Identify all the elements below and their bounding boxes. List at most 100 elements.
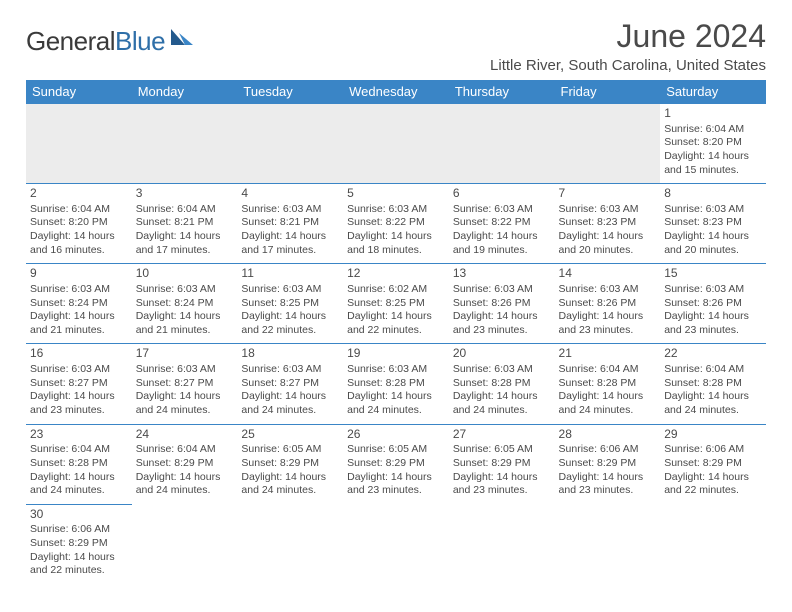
day-cell: 19Sunrise: 6:03 AMSunset: 8:28 PMDayligh… xyxy=(343,344,449,424)
day-number: 1 xyxy=(664,106,762,122)
sun-info: Sunrise: 6:03 AMSunset: 8:23 PMDaylight:… xyxy=(559,203,657,258)
calendar-body: 1Sunrise: 6:04 AMSunset: 8:20 PMDaylight… xyxy=(26,104,766,584)
sun-info: Sunrise: 6:03 AMSunset: 8:25 PMDaylight:… xyxy=(241,283,339,338)
sun-info: Sunrise: 6:06 AMSunset: 8:29 PMDaylight:… xyxy=(664,443,762,498)
day-cell: 7Sunrise: 6:03 AMSunset: 8:23 PMDaylight… xyxy=(555,184,661,264)
sun-info: Sunrise: 6:03 AMSunset: 8:26 PMDaylight:… xyxy=(559,283,657,338)
day-cell: 15Sunrise: 6:03 AMSunset: 8:26 PMDayligh… xyxy=(660,264,766,344)
logo-sail-icon xyxy=(169,27,195,47)
day-number: 2 xyxy=(30,186,128,202)
empty-cell xyxy=(237,504,343,584)
sun-info: Sunrise: 6:03 AMSunset: 8:26 PMDaylight:… xyxy=(664,283,762,338)
location: Little River, South Carolina, United Sta… xyxy=(490,57,766,74)
sun-info: Sunrise: 6:03 AMSunset: 8:28 PMDaylight:… xyxy=(453,363,551,418)
day-number: 4 xyxy=(241,186,339,202)
day-cell: 11Sunrise: 6:03 AMSunset: 8:25 PMDayligh… xyxy=(237,264,343,344)
sun-info: Sunrise: 6:04 AMSunset: 8:28 PMDaylight:… xyxy=(559,363,657,418)
weekday-header: Wednesday xyxy=(343,80,449,104)
sun-info: Sunrise: 6:03 AMSunset: 8:24 PMDaylight:… xyxy=(136,283,234,338)
day-number: 15 xyxy=(664,266,762,282)
day-cell: 25Sunrise: 6:05 AMSunset: 8:29 PMDayligh… xyxy=(237,424,343,504)
sun-info: Sunrise: 6:03 AMSunset: 8:24 PMDaylight:… xyxy=(30,283,128,338)
sun-info: Sunrise: 6:03 AMSunset: 8:28 PMDaylight:… xyxy=(347,363,445,418)
sun-info: Sunrise: 6:04 AMSunset: 8:20 PMDaylight:… xyxy=(30,203,128,258)
day-cell: 12Sunrise: 6:02 AMSunset: 8:25 PMDayligh… xyxy=(343,264,449,344)
sun-info: Sunrise: 6:03 AMSunset: 8:26 PMDaylight:… xyxy=(453,283,551,338)
calendar-row: 16Sunrise: 6:03 AMSunset: 8:27 PMDayligh… xyxy=(26,344,766,424)
day-number: 7 xyxy=(559,186,657,202)
sun-info: Sunrise: 6:05 AMSunset: 8:29 PMDaylight:… xyxy=(453,443,551,498)
day-number: 19 xyxy=(347,346,445,362)
blank-cell xyxy=(237,104,343,184)
calendar-row: 30Sunrise: 6:06 AMSunset: 8:29 PMDayligh… xyxy=(26,504,766,584)
day-cell: 13Sunrise: 6:03 AMSunset: 8:26 PMDayligh… xyxy=(449,264,555,344)
day-number: 18 xyxy=(241,346,339,362)
sun-info: Sunrise: 6:02 AMSunset: 8:25 PMDaylight:… xyxy=(347,283,445,338)
calendar-header-row: SundayMondayTuesdayWednesdayThursdayFrid… xyxy=(26,80,766,104)
day-number: 13 xyxy=(453,266,551,282)
sun-info: Sunrise: 6:06 AMSunset: 8:29 PMDaylight:… xyxy=(559,443,657,498)
day-cell: 22Sunrise: 6:04 AMSunset: 8:28 PMDayligh… xyxy=(660,344,766,424)
day-cell: 27Sunrise: 6:05 AMSunset: 8:29 PMDayligh… xyxy=(449,424,555,504)
day-cell: 14Sunrise: 6:03 AMSunset: 8:26 PMDayligh… xyxy=(555,264,661,344)
day-number: 27 xyxy=(453,427,551,443)
day-number: 23 xyxy=(30,427,128,443)
day-number: 8 xyxy=(664,186,762,202)
day-number: 11 xyxy=(241,266,339,282)
day-cell: 28Sunrise: 6:06 AMSunset: 8:29 PMDayligh… xyxy=(555,424,661,504)
blank-cell xyxy=(132,104,238,184)
sun-info: Sunrise: 6:04 AMSunset: 8:21 PMDaylight:… xyxy=(136,203,234,258)
day-cell: 23Sunrise: 6:04 AMSunset: 8:28 PMDayligh… xyxy=(26,424,132,504)
sun-info: Sunrise: 6:03 AMSunset: 8:23 PMDaylight:… xyxy=(664,203,762,258)
logo: GeneralBlue xyxy=(26,26,195,57)
sun-info: Sunrise: 6:03 AMSunset: 8:22 PMDaylight:… xyxy=(347,203,445,258)
day-cell: 1Sunrise: 6:04 AMSunset: 8:20 PMDaylight… xyxy=(660,104,766,184)
day-cell: 5Sunrise: 6:03 AMSunset: 8:22 PMDaylight… xyxy=(343,184,449,264)
month-title: June 2024 xyxy=(490,18,766,55)
weekday-header: Friday xyxy=(555,80,661,104)
day-number: 20 xyxy=(453,346,551,362)
sun-info: Sunrise: 6:04 AMSunset: 8:28 PMDaylight:… xyxy=(30,443,128,498)
blank-cell xyxy=(343,104,449,184)
empty-cell xyxy=(132,504,238,584)
weekday-header: Tuesday xyxy=(237,80,343,104)
day-cell: 20Sunrise: 6:03 AMSunset: 8:28 PMDayligh… xyxy=(449,344,555,424)
day-cell: 10Sunrise: 6:03 AMSunset: 8:24 PMDayligh… xyxy=(132,264,238,344)
blank-cell xyxy=(555,104,661,184)
day-cell: 8Sunrise: 6:03 AMSunset: 8:23 PMDaylight… xyxy=(660,184,766,264)
sun-info: Sunrise: 6:05 AMSunset: 8:29 PMDaylight:… xyxy=(347,443,445,498)
sun-info: Sunrise: 6:04 AMSunset: 8:20 PMDaylight:… xyxy=(664,123,762,178)
day-number: 12 xyxy=(347,266,445,282)
empty-cell xyxy=(555,504,661,584)
day-number: 24 xyxy=(136,427,234,443)
day-cell: 16Sunrise: 6:03 AMSunset: 8:27 PMDayligh… xyxy=(26,344,132,424)
sun-info: Sunrise: 6:03 AMSunset: 8:21 PMDaylight:… xyxy=(241,203,339,258)
day-number: 16 xyxy=(30,346,128,362)
blank-cell xyxy=(449,104,555,184)
sun-info: Sunrise: 6:03 AMSunset: 8:27 PMDaylight:… xyxy=(30,363,128,418)
day-number: 6 xyxy=(453,186,551,202)
weekday-header: Monday xyxy=(132,80,238,104)
sun-info: Sunrise: 6:03 AMSunset: 8:27 PMDaylight:… xyxy=(136,363,234,418)
day-cell: 17Sunrise: 6:03 AMSunset: 8:27 PMDayligh… xyxy=(132,344,238,424)
weekday-header: Sunday xyxy=(26,80,132,104)
day-cell: 30Sunrise: 6:06 AMSunset: 8:29 PMDayligh… xyxy=(26,504,132,584)
calendar-row: 23Sunrise: 6:04 AMSunset: 8:28 PMDayligh… xyxy=(26,424,766,504)
sun-info: Sunrise: 6:04 AMSunset: 8:29 PMDaylight:… xyxy=(136,443,234,498)
day-number: 25 xyxy=(241,427,339,443)
day-number: 26 xyxy=(347,427,445,443)
day-cell: 4Sunrise: 6:03 AMSunset: 8:21 PMDaylight… xyxy=(237,184,343,264)
day-cell: 18Sunrise: 6:03 AMSunset: 8:27 PMDayligh… xyxy=(237,344,343,424)
sun-info: Sunrise: 6:04 AMSunset: 8:28 PMDaylight:… xyxy=(664,363,762,418)
calendar-row: 2Sunrise: 6:04 AMSunset: 8:20 PMDaylight… xyxy=(26,184,766,264)
day-number: 14 xyxy=(559,266,657,282)
day-number: 5 xyxy=(347,186,445,202)
day-number: 17 xyxy=(136,346,234,362)
day-cell: 2Sunrise: 6:04 AMSunset: 8:20 PMDaylight… xyxy=(26,184,132,264)
day-cell: 9Sunrise: 6:03 AMSunset: 8:24 PMDaylight… xyxy=(26,264,132,344)
sun-info: Sunrise: 6:05 AMSunset: 8:29 PMDaylight:… xyxy=(241,443,339,498)
day-number: 22 xyxy=(664,346,762,362)
day-number: 3 xyxy=(136,186,234,202)
calendar-row: 1Sunrise: 6:04 AMSunset: 8:20 PMDaylight… xyxy=(26,104,766,184)
day-cell: 3Sunrise: 6:04 AMSunset: 8:21 PMDaylight… xyxy=(132,184,238,264)
